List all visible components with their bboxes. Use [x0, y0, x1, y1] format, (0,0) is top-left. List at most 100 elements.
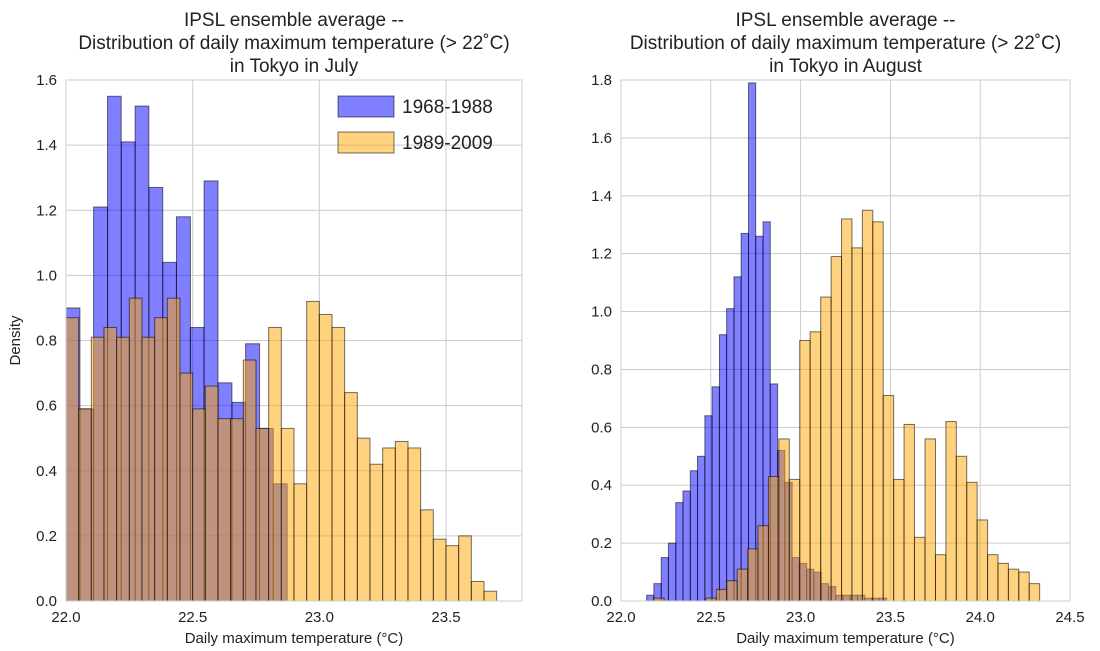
bar-series-2	[934, 554, 947, 602]
bar-series-2	[344, 392, 358, 602]
y-tick-label: 0.0	[36, 593, 57, 610]
bar-series-2	[997, 562, 1009, 602]
y-tick-label: 0.8	[36, 333, 57, 350]
bar-series-2	[778, 438, 790, 602]
bar-series-2	[204, 385, 219, 602]
bar-series-2	[128, 297, 143, 602]
bar-series-2	[893, 478, 905, 602]
bar-series-1	[646, 594, 655, 602]
bar-series-2	[976, 519, 989, 602]
y-tick-label: 0.6	[36, 398, 57, 415]
bar-series-1	[704, 415, 713, 602]
bar-series-2	[747, 548, 759, 602]
bar-series-2	[420, 509, 434, 602]
y-tick-label: 1.6	[591, 130, 612, 147]
bar-series-2	[1018, 571, 1030, 602]
bar-series-2	[830, 256, 843, 602]
bar-series-2	[166, 297, 181, 602]
y-tick-label: 1.6	[36, 72, 57, 89]
bar-series-2	[293, 483, 308, 602]
x-axis-label: Daily maximum temperature (°C)	[185, 630, 404, 647]
chart-title-line: in Tokyo in July	[230, 56, 359, 77]
x-tick-label: 22.0	[51, 609, 80, 626]
bar-series-1	[689, 470, 699, 602]
bar-series-1	[740, 232, 750, 602]
bar-series-2	[903, 423, 915, 602]
bar-series-2	[382, 447, 396, 602]
bar-series-1	[748, 82, 757, 602]
y-tick-label: 0.2	[36, 528, 57, 545]
y-tick-label: 0.2	[591, 535, 612, 552]
bar-series-2	[757, 525, 769, 602]
bar-series-2	[851, 247, 863, 602]
bar-series-2	[820, 296, 832, 602]
bar-series-1	[718, 334, 728, 602]
legend-swatch	[337, 131, 395, 154]
bar-series-2	[154, 317, 168, 602]
bar-series-2	[103, 326, 118, 602]
y-tick-label: 0.4	[36, 463, 57, 480]
bar-series-2	[432, 538, 447, 602]
chart-title-line: IPSL ensemble average --	[184, 10, 404, 31]
x-tick-label: 24.5	[1055, 609, 1084, 626]
bar-series-1	[711, 386, 720, 602]
chart-title-line: Distribution of daily maximum temperatur…	[630, 33, 1061, 54]
legend-swatch	[337, 95, 395, 118]
y-tick-label: 1.2	[36, 202, 57, 219]
bar-series-2	[217, 418, 232, 602]
y-tick-label: 1.0	[591, 304, 612, 321]
x-tick-label: 23.5	[876, 609, 905, 626]
plot-frame	[620, 79, 1071, 602]
x-tick-label: 24.0	[966, 609, 995, 626]
bar-series-2	[280, 427, 295, 602]
y-tick-label: 1.8	[591, 72, 612, 89]
bar-series-1	[682, 490, 691, 602]
bar-series-2	[192, 408, 206, 602]
plot-frame	[65, 79, 523, 602]
bar-series-2	[966, 481, 978, 602]
y-tick-label: 1.2	[591, 246, 612, 263]
y-tick-label: 0.8	[591, 361, 612, 378]
y-axis-label: Density	[7, 315, 24, 366]
bar-series-2	[872, 221, 884, 602]
bar-series-2	[318, 313, 333, 602]
bar-series-2	[924, 438, 936, 602]
x-tick-label: 23.5	[431, 609, 460, 626]
bar-series-2	[767, 476, 780, 602]
bar-series-2	[90, 336, 105, 602]
bar-series-1	[667, 542, 677, 602]
bar-series-2	[1007, 568, 1020, 602]
chart-july: 22.0 22.5 23.0 23.5 0.0 0.2 0.4 0.6 0.8 1.0 1.2 1.4…	[7, 10, 523, 647]
x-tick-label: 22.5	[178, 609, 207, 626]
bar-series-1	[660, 557, 669, 602]
x-axis-label: Daily maximum temperature (°C)	[736, 630, 955, 647]
bar-series-2	[987, 554, 999, 602]
y-tick-label: 1.4	[591, 188, 612, 205]
bar-series-2	[268, 326, 282, 602]
x-tick-label: 23.0	[786, 609, 815, 626]
bar-series-2	[369, 463, 384, 602]
bar-series-2	[945, 421, 957, 602]
legend-entry: 1989-2009	[402, 133, 493, 154]
bar-series-2	[306, 300, 320, 602]
y-tick-label: 0.6	[591, 419, 612, 436]
chart-august: 22.0 22.5 23.0 23.5 24.0 24.5 0.0 0.2 0.4 0.6 0.8 1…	[591, 10, 1084, 647]
bar-series-2	[356, 437, 371, 602]
chart-title-line: in Tokyo in August	[769, 56, 923, 77]
bar-series-2	[715, 588, 728, 602]
bar-series-1	[675, 502, 684, 602]
bar-series-2	[841, 218, 853, 602]
x-tick-label: 22.5	[696, 609, 725, 626]
bar-series-2	[483, 590, 498, 602]
bar-series-2	[445, 545, 460, 602]
bar-series-1	[733, 276, 742, 602]
x-tick-label: 23.0	[305, 609, 334, 626]
bar-series-2	[470, 580, 485, 602]
bar-series-2	[255, 427, 270, 602]
bar-series-2	[78, 408, 92, 602]
bar-series-1	[697, 455, 706, 602]
bar-series-2	[913, 536, 926, 602]
bar-series-2	[230, 418, 244, 602]
bar-series-1	[726, 308, 735, 602]
y-tick-label: 0.0	[591, 593, 612, 610]
